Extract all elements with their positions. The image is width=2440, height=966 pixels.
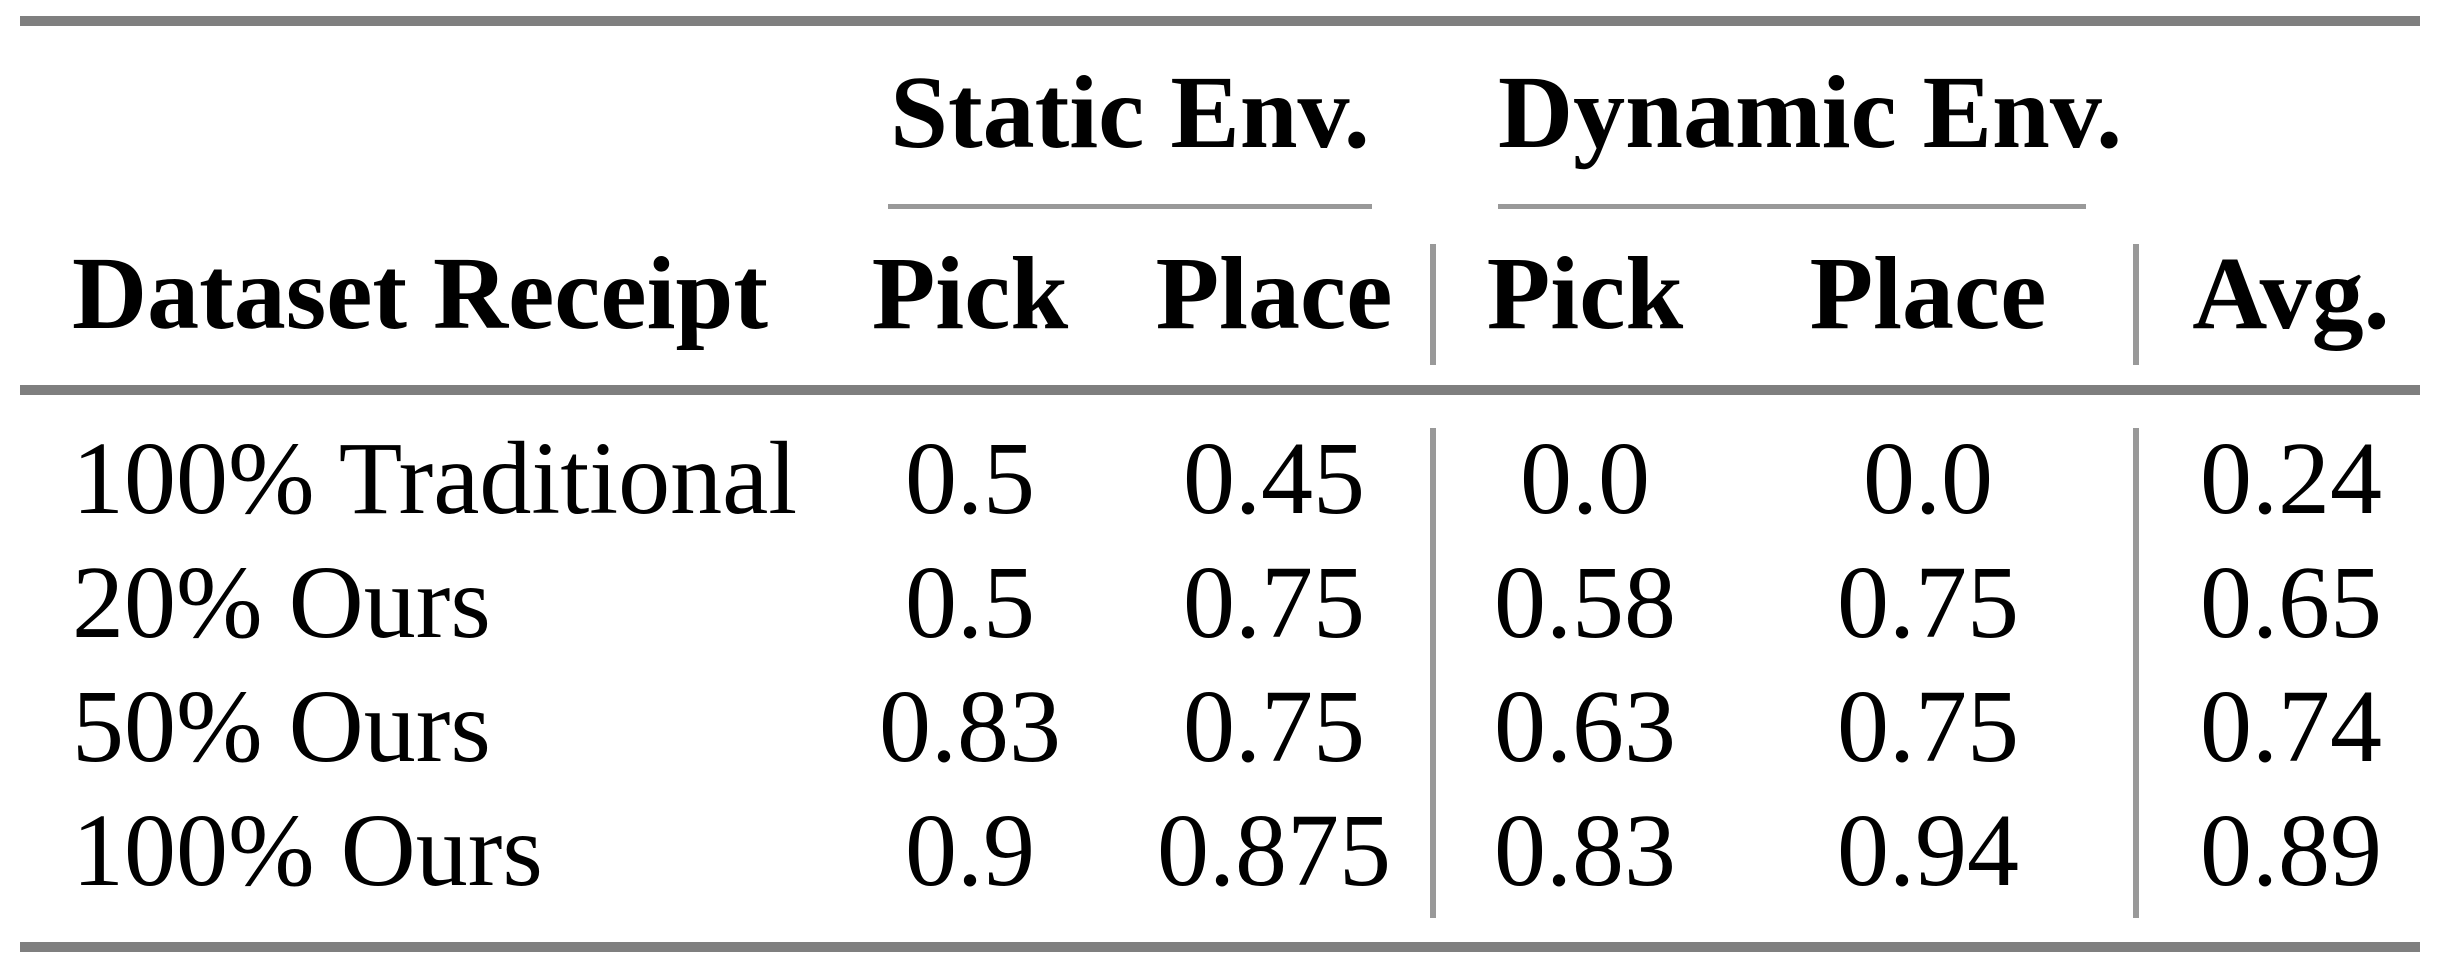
- cell-dynamic-place: 0.0: [1863, 421, 1993, 536]
- col-header-dynamic-pick: Pick: [1486, 236, 1684, 351]
- vertical-divider-right-data: [2133, 428, 2139, 918]
- bottom-rule: [20, 942, 2420, 952]
- cell-static-place: 0.45: [1183, 421, 1365, 536]
- cell-dynamic-pick: 0.63: [1494, 669, 1676, 784]
- header-separator-rule: [20, 385, 2420, 395]
- vertical-divider-left-header: [1430, 244, 1436, 365]
- dynamic-env-underline: [1498, 204, 2086, 209]
- cell-dynamic-pick: 0.58: [1494, 545, 1676, 660]
- group-header-dynamic-env: Dynamic Env.: [1498, 55, 2123, 170]
- col-header-static-pick: Pick: [871, 236, 1069, 351]
- col-header-static-place: Place: [1155, 236, 1393, 351]
- col-header-avg: Avg.: [2192, 236, 2390, 351]
- top-rule: [20, 16, 2420, 26]
- cell-dynamic-pick: 0.83: [1494, 793, 1676, 908]
- cell-static-pick: 0.5: [905, 545, 1035, 660]
- cell-dynamic-place: 0.75: [1837, 545, 2019, 660]
- cell-avg: 0.65: [2200, 545, 2382, 660]
- vertical-divider-right-header: [2133, 244, 2139, 365]
- col-header-dataset-receipt: Dataset Receipt: [72, 236, 768, 351]
- cell-static-place: 0.75: [1183, 669, 1365, 784]
- cell-dynamic-pick: 0.0: [1520, 421, 1650, 536]
- cell-static-place: 0.875: [1157, 793, 1391, 908]
- cell-static-pick: 0.83: [879, 669, 1061, 784]
- cell-dynamic-place: 0.75: [1837, 669, 2019, 784]
- row-label: 20% Ours: [72, 545, 491, 660]
- cell-static-pick: 0.5: [905, 421, 1035, 536]
- cell-dynamic-place: 0.94: [1837, 793, 2019, 908]
- col-header-dynamic-place: Place: [1809, 236, 2047, 351]
- cell-static-place: 0.75: [1183, 545, 1365, 660]
- cell-avg: 0.89: [2200, 793, 2382, 908]
- row-label: 50% Ours: [72, 669, 491, 784]
- cell-static-pick: 0.9: [905, 793, 1035, 908]
- cell-avg: 0.74: [2200, 669, 2382, 784]
- static-env-underline: [888, 204, 1372, 209]
- row-label: 100% Ours: [72, 793, 543, 908]
- group-header-static-env: Static Env.: [890, 55, 1370, 170]
- row-label: 100% Traditional: [72, 421, 798, 536]
- vertical-divider-left-data: [1430, 428, 1436, 918]
- cell-avg: 0.24: [2200, 421, 2382, 536]
